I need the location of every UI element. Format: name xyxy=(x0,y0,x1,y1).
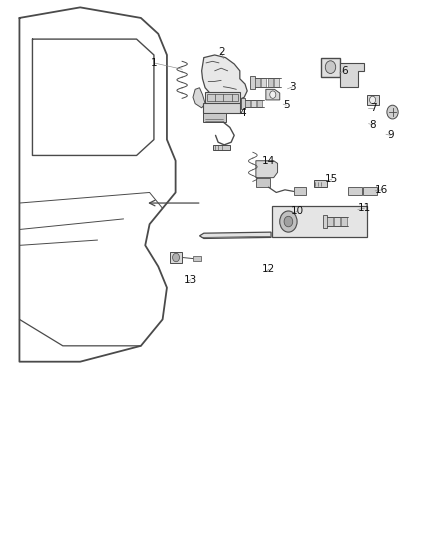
Text: 7: 7 xyxy=(370,103,376,113)
Text: 9: 9 xyxy=(387,131,394,140)
Text: 11: 11 xyxy=(358,203,371,213)
Polygon shape xyxy=(207,94,238,101)
Polygon shape xyxy=(205,92,240,102)
Polygon shape xyxy=(348,187,362,195)
Circle shape xyxy=(325,61,336,74)
Text: 16: 16 xyxy=(375,185,389,195)
Polygon shape xyxy=(266,90,280,100)
Text: 8: 8 xyxy=(370,120,376,130)
Text: 3: 3 xyxy=(290,82,296,92)
Polygon shape xyxy=(363,187,378,195)
Polygon shape xyxy=(170,252,182,263)
Text: 6: 6 xyxy=(342,66,348,76)
Polygon shape xyxy=(245,100,250,107)
Text: 15: 15 xyxy=(325,174,339,184)
Polygon shape xyxy=(202,102,240,113)
Circle shape xyxy=(387,105,398,119)
Polygon shape xyxy=(193,256,201,261)
Polygon shape xyxy=(261,78,266,87)
Polygon shape xyxy=(213,145,230,150)
Text: 5: 5 xyxy=(283,100,290,110)
Text: 14: 14 xyxy=(262,156,276,166)
Polygon shape xyxy=(293,187,306,195)
Polygon shape xyxy=(314,180,327,187)
Polygon shape xyxy=(334,217,340,226)
Text: 10: 10 xyxy=(290,206,304,216)
Polygon shape xyxy=(193,88,205,108)
Polygon shape xyxy=(272,206,367,237)
Polygon shape xyxy=(257,100,262,107)
Polygon shape xyxy=(274,78,279,87)
Circle shape xyxy=(270,91,276,98)
Polygon shape xyxy=(251,100,256,107)
Polygon shape xyxy=(256,161,278,177)
Polygon shape xyxy=(367,95,378,105)
Text: 2: 2 xyxy=(218,47,225,58)
Text: 12: 12 xyxy=(262,264,276,274)
Polygon shape xyxy=(340,63,364,87)
Polygon shape xyxy=(321,58,340,77)
Text: 13: 13 xyxy=(184,274,198,285)
Circle shape xyxy=(280,211,297,232)
Polygon shape xyxy=(250,76,254,89)
Text: 4: 4 xyxy=(240,108,246,118)
Polygon shape xyxy=(241,98,245,109)
Polygon shape xyxy=(268,78,273,87)
Polygon shape xyxy=(328,217,333,226)
Polygon shape xyxy=(201,55,247,100)
Polygon shape xyxy=(202,113,226,122)
Polygon shape xyxy=(199,232,271,238)
Circle shape xyxy=(284,216,293,227)
Polygon shape xyxy=(256,177,270,187)
Polygon shape xyxy=(341,217,347,226)
Polygon shape xyxy=(254,78,260,87)
Text: 1: 1 xyxy=(151,58,157,68)
Circle shape xyxy=(370,96,376,103)
Circle shape xyxy=(173,253,180,262)
Polygon shape xyxy=(323,215,328,228)
